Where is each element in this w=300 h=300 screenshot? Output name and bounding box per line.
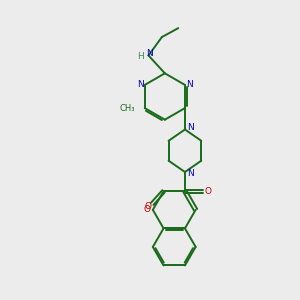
Text: CH₃: CH₃ <box>120 103 135 112</box>
Text: N: N <box>187 169 194 178</box>
Text: H: H <box>137 52 144 62</box>
Text: O: O <box>205 187 212 196</box>
Text: N: N <box>186 80 193 89</box>
Text: O: O <box>144 205 151 214</box>
Text: N: N <box>146 49 153 58</box>
Text: O: O <box>145 202 152 211</box>
Text: N: N <box>137 80 143 89</box>
Text: N: N <box>187 123 194 132</box>
